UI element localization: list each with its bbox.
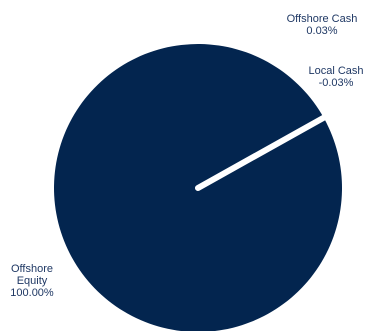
pie-slice-value-label: 0.03%: [306, 25, 337, 37]
pie-slice-value-label: -0.03%: [319, 77, 354, 89]
pie-slice-name-label: Local Cash: [308, 65, 363, 77]
pie-slice-separator: [195, 113, 329, 191]
pie-slice-name-label: Offshore: [11, 263, 53, 275]
pie-slice-name-label: Equity: [17, 275, 48, 287]
pie-slice-value-label: 100.00%: [10, 287, 54, 299]
pie-slice-name-label: Offshore Cash: [287, 13, 358, 25]
pie-label-local-cash: Local Cash-0.03%: [308, 65, 363, 89]
